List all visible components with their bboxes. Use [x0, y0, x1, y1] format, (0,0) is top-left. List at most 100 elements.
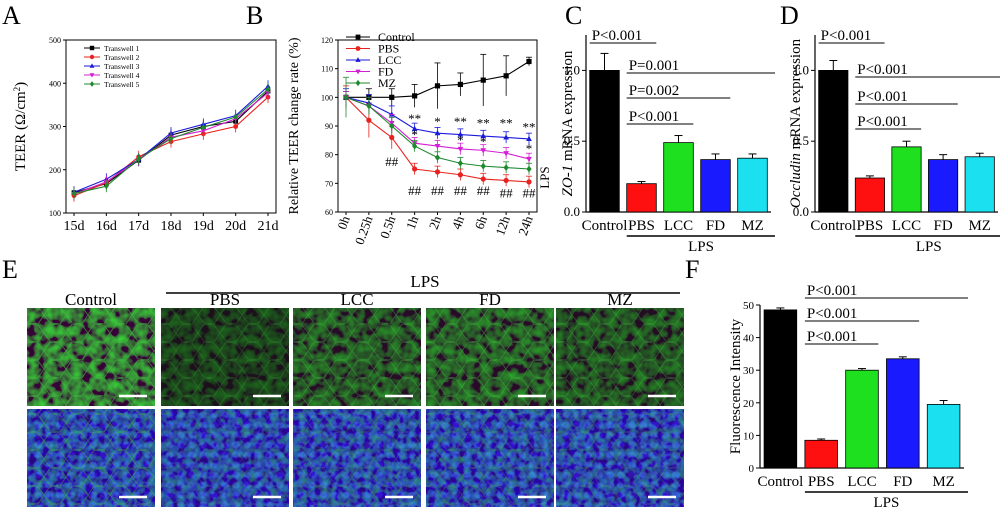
bar: [854, 177, 885, 213]
series-point: [233, 113, 239, 121]
significance-mark: ##: [385, 154, 399, 169]
series-point: [503, 151, 509, 157]
x-tick-label: 0.5h: [377, 213, 399, 240]
x-tick-label: MZ: [932, 474, 955, 490]
micrograph-merged-cells: [293, 409, 421, 507]
x-tick-label: PBS: [857, 218, 884, 234]
bar: [964, 156, 995, 213]
y-tick-label: 0.5: [793, 133, 809, 148]
series-point: [71, 190, 77, 197]
x-tick-label: FD: [706, 218, 725, 234]
y-tick-label: 0.5: [564, 133, 580, 148]
significance-mark: *: [480, 134, 487, 149]
x-tick-label: 21d: [258, 219, 279, 234]
series-point: [366, 117, 372, 123]
legend-entry: Transwell 3: [104, 62, 140, 71]
series-point: [480, 77, 486, 83]
significance-mark: *: [457, 133, 464, 148]
legend-entry: Transwell 4: [104, 71, 140, 80]
y-axis-title: TEER (Ω/cm2): [12, 82, 29, 171]
p-value-label: P<0.001: [807, 306, 858, 322]
bar: [626, 183, 657, 213]
y-axis-title-sup: 2: [12, 87, 22, 92]
legend-marker: [89, 54, 95, 60]
series-point: [168, 135, 174, 142]
y-axis-title: Fluorescence Intensity: [728, 318, 744, 454]
legend-entry: Control: [378, 30, 415, 44]
series-point: [480, 148, 487, 154]
micrograph-green-cells: [426, 308, 554, 406]
y-tick-label: 70: [325, 179, 333, 188]
significance-mark: ##: [454, 183, 468, 198]
y-tick-label: 1.0: [793, 62, 809, 77]
series-point: [526, 135, 532, 141]
legend-entry: Transwell 5: [104, 80, 140, 89]
significance-mark: **: [477, 115, 490, 130]
micrograph-green-cells: [293, 308, 421, 406]
micrograph-green-cells: [27, 308, 155, 406]
bar: [763, 309, 798, 469]
series-point: [480, 132, 487, 139]
x-tick-label: 1h: [403, 213, 422, 231]
p-value-label: P<0.001: [857, 62, 908, 78]
x-tick-label: 0.25h: [352, 213, 376, 246]
series-point: [526, 165, 532, 173]
column-label-mz: MZ: [607, 290, 633, 309]
legend-marker: [89, 73, 95, 78]
panel-label-c: C: [565, 1, 582, 30]
column-label-pbs: PBS: [210, 290, 240, 309]
y-tick-label: 100: [49, 209, 61, 218]
p-value-label: P<0.001: [807, 283, 858, 299]
x-tick-label: 2h: [426, 213, 445, 231]
bar: [804, 439, 838, 469]
series-point: [366, 102, 372, 110]
series-point: [411, 125, 418, 131]
y-tick-label: 500: [49, 36, 61, 45]
chart-d: 0.0 0.5 1.0 Control PBS LCC FD MZ LPS P<0.001 P<0.…: [788, 28, 1000, 255]
y-axis-title-gene: Occludin: [788, 153, 804, 208]
x-tick-label: FD: [893, 474, 912, 490]
series-point: [457, 159, 463, 167]
series-point: [136, 155, 142, 163]
significance-mark: **: [500, 115, 513, 130]
x-tick-label: 19d: [193, 219, 214, 234]
micrograph-green-cells: [161, 308, 289, 406]
y-tick-label: 110: [321, 65, 333, 74]
x-tick-label: 20d: [225, 219, 246, 234]
x-tick-label: 16d: [96, 219, 117, 234]
y-tick-label: 60: [325, 208, 333, 217]
group-label: LPS: [688, 239, 714, 255]
p-value-label: P<0.001: [592, 28, 643, 44]
x-tick-label: 12h: [492, 213, 513, 237]
panel-label-a: A: [2, 1, 21, 30]
series-point: [200, 124, 206, 131]
panel-label-e: E: [2, 255, 18, 284]
series-point: [434, 169, 441, 175]
series-point: [526, 58, 532, 65]
bar: [926, 404, 961, 469]
y-tick-label: 90: [325, 122, 333, 131]
bar: [589, 70, 620, 213]
legend-marker: [355, 34, 361, 40]
legend-marker: [355, 46, 361, 51]
legend-entry: Transwell 2: [104, 53, 140, 62]
series-point: [389, 134, 395, 141]
x-tick-label: 18d: [161, 219, 182, 234]
series-point: [434, 83, 441, 89]
series-point: [434, 130, 441, 136]
bar: [845, 369, 879, 469]
significance-mark: *: [411, 127, 418, 142]
bar: [663, 142, 694, 213]
significance-mark: *: [526, 141, 533, 156]
lps-group-label: LPS: [410, 272, 439, 291]
significance-mark: ##: [408, 183, 422, 198]
series-point: [503, 164, 509, 171]
series-point: [480, 176, 486, 182]
y-tick-label: 10: [743, 430, 755, 442]
lps-side-label: LPS: [537, 166, 552, 188]
y-tick-label: 120: [321, 36, 333, 45]
p-value-label: P=0.001: [629, 58, 680, 74]
series-point: [457, 81, 463, 88]
significance-mark: ##: [477, 183, 491, 198]
